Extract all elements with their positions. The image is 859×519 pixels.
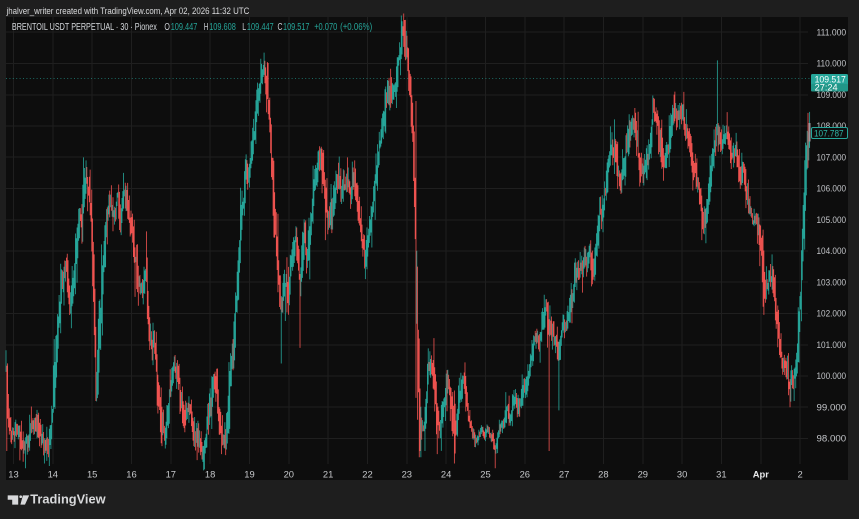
svg-text:17: 17	[166, 468, 176, 479]
svg-text:27: 27	[559, 468, 569, 479]
svg-text:(+0.06%): (+0.06%)	[340, 22, 372, 33]
svg-text:108.000: 108.000	[817, 121, 847, 131]
svg-text:98.000: 98.000	[817, 434, 847, 444]
svg-text:22: 22	[362, 468, 372, 479]
svg-text:21: 21	[323, 468, 333, 479]
svg-text:BRENTOIL USDT PERPETUAL · 30 ·: BRENTOIL USDT PERPETUAL · 30 · Pionex	[12, 22, 157, 33]
svg-text:14: 14	[48, 468, 58, 479]
svg-text:107.000: 107.000	[817, 152, 847, 162]
svg-text:19: 19	[244, 468, 254, 479]
svg-text:20: 20	[284, 468, 294, 479]
svg-text:TradingView: TradingView	[30, 492, 106, 507]
svg-text:23: 23	[402, 468, 412, 479]
svg-text:109.517: 109.517	[283, 22, 310, 33]
svg-text:Apr: Apr	[753, 468, 769, 479]
svg-text:jhalver_writer created with Tr: jhalver_writer created with TradingView.…	[6, 6, 250, 17]
svg-text:109.608: 109.608	[209, 22, 236, 33]
svg-text:30: 30	[677, 468, 687, 479]
svg-text:109.447: 109.447	[171, 22, 198, 33]
svg-text:103.000: 103.000	[817, 277, 847, 287]
svg-text:29: 29	[638, 468, 648, 479]
svg-text:O: O	[164, 22, 170, 33]
svg-text:15: 15	[87, 468, 97, 479]
svg-text:+0.070: +0.070	[314, 22, 338, 33]
svg-text:111.000: 111.000	[817, 28, 847, 38]
svg-text:110.000: 110.000	[817, 59, 847, 69]
svg-text:99.000: 99.000	[817, 402, 847, 412]
svg-text:109.447: 109.447	[247, 22, 274, 33]
svg-text:C: C	[278, 22, 283, 33]
svg-text:2: 2	[797, 468, 802, 479]
svg-text:109.000: 109.000	[817, 90, 847, 100]
svg-text:13: 13	[8, 468, 18, 479]
svg-text:L: L	[242, 22, 246, 33]
svg-text:100.000: 100.000	[817, 371, 847, 381]
svg-text:16: 16	[126, 468, 136, 479]
svg-text:105.000: 105.000	[817, 215, 847, 225]
svg-text:102.000: 102.000	[817, 309, 847, 319]
svg-text:18: 18	[205, 468, 215, 479]
svg-text:101.000: 101.000	[817, 340, 847, 350]
svg-text:107.787: 107.787	[814, 128, 844, 138]
svg-text:H: H	[204, 22, 209, 33]
svg-text:31: 31	[716, 468, 726, 479]
svg-text:109.517: 109.517	[815, 73, 846, 84]
svg-text:106.000: 106.000	[817, 184, 847, 194]
svg-text:104.000: 104.000	[817, 246, 847, 256]
svg-text:25: 25	[480, 468, 490, 479]
svg-text:28: 28	[598, 468, 608, 479]
svg-text:26: 26	[520, 468, 530, 479]
svg-text:27:24: 27:24	[815, 83, 838, 93]
svg-text:24: 24	[441, 468, 451, 479]
